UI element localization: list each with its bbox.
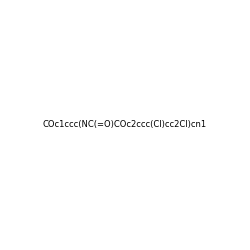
- Text: COc1ccc(NC(=O)COc2ccc(Cl)cc2Cl)cn1: COc1ccc(NC(=O)COc2ccc(Cl)cc2Cl)cn1: [43, 120, 207, 130]
